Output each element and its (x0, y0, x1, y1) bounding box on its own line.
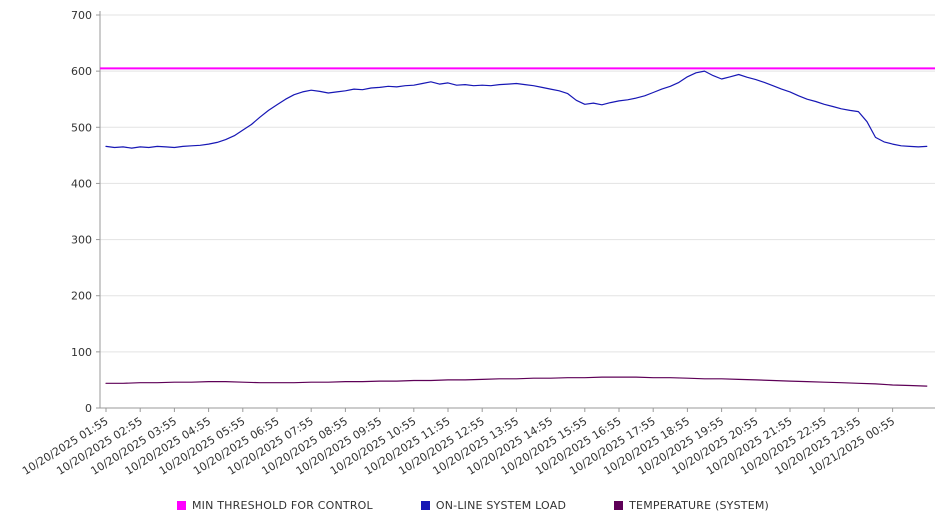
svg-text:600: 600 (71, 65, 92, 78)
legend-swatch-system-load (420, 500, 430, 510)
legend-label-temperature: TEMPERATURE (SYSTEM) (629, 498, 770, 512)
svg-text:500: 500 (71, 121, 92, 134)
svg-text:700: 700 (71, 9, 92, 22)
legend-item-min-threshold[interactable]: MIN THRESHOLD FOR CONTROL (176, 498, 373, 512)
svg-text:100: 100 (71, 346, 92, 359)
legend-label-min-threshold: MIN THRESHOLD FOR CONTROL (191, 498, 373, 512)
chart-legend: MIN THRESHOLD FOR CONTROL ON-LINE SYSTEM… (0, 490, 946, 520)
legend-label-system-load: ON-LINE SYSTEM LOAD (435, 498, 567, 512)
legend-item-temperature[interactable]: TEMPERATURE (SYSTEM) (614, 499, 769, 512)
legend-item-system-load[interactable]: ON-LINE SYSTEM LOAD (420, 498, 567, 512)
svg-text:0: 0 (85, 402, 92, 415)
svg-text:200: 200 (71, 290, 92, 303)
svg-text:400: 400 (71, 177, 92, 190)
load-chart: 0 100 200 300 400 500 600 700 10/20/2025 01:55 10… (20, 9, 935, 478)
svg-text:300: 300 (71, 234, 92, 247)
legend-swatch-temperature (614, 500, 624, 510)
legend-swatch-min-threshold (176, 500, 186, 510)
